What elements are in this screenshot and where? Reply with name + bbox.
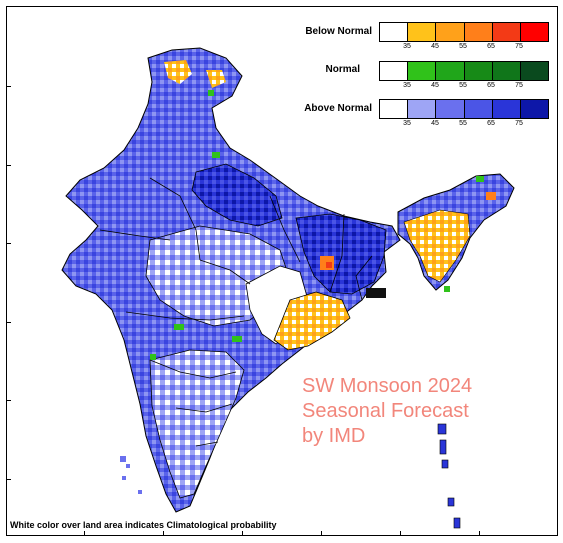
axis-tick [84,531,85,536]
normal-spot [232,336,242,342]
legend-tick: 65 [487,43,495,50]
legend-swatch [436,62,465,80]
north-below-normal [206,70,226,88]
legend-tick: 75 [515,43,523,50]
legend-tick: 35 [403,43,411,50]
legend-swatch [380,23,409,41]
state-boundaries [99,177,373,447]
legend-tick: 35 [403,82,411,89]
axis-tick [242,531,243,536]
legend-swatch [436,100,465,118]
legend-swatch [408,100,437,118]
caption-line: SW Monsoon 2024 [302,375,473,397]
axis-tick [6,322,11,323]
andaman-nicobar-islands [437,423,461,529]
legend-swatch [520,100,549,118]
legend-ticks-below-normal: 35 45 55 65 75 [379,43,547,53]
legend-tick: 65 [487,82,495,89]
legend-swatch [464,62,493,80]
normal-spot [476,176,484,182]
forecast-caption: SW Monsoon 2024 Seasonal Forecast by IMD [302,374,472,449]
sundarbans [366,288,386,298]
north-central-region [191,163,283,227]
legend-tick: 65 [487,120,495,127]
normal-spot [174,324,184,330]
legend-swatch [464,100,493,118]
normal-spot [212,152,220,158]
legend-tick: 45 [431,82,439,89]
legend-tick: 55 [459,120,467,127]
legend-tick: 45 [431,120,439,127]
axis-tick [6,86,11,87]
legend-swatch [520,62,549,80]
legend-swatch [380,62,409,80]
axis-tick [6,243,11,244]
northeast-below-normal [403,209,471,283]
legend-tick: 75 [515,120,523,127]
axis-tick [6,400,11,401]
legend-swatch [492,62,521,80]
legend-tick: 75 [515,82,523,89]
normal-spot [150,354,156,360]
footnote: White color over land area indicates Cli… [10,520,277,530]
legend-swatch [464,23,493,41]
legend-swatch [520,23,549,41]
legend-bar-above-normal [379,99,549,119]
axis-tick [163,531,164,536]
legend-label-normal: Normal [325,64,360,75]
axis-tick [6,479,11,480]
legend-bar-normal [379,61,549,81]
legend-ticks-above-normal: 35 45 55 65 75 [379,120,547,130]
legend-tick: 35 [403,120,411,127]
caption-line: Seasonal Forecast [302,400,469,422]
east-coast-below-normal [273,291,351,351]
north-below-normal [164,60,192,84]
legend-ticks-normal: 35 45 55 65 75 [379,82,547,92]
legend-tick: 45 [431,43,439,50]
legend-bar-below-normal [379,22,549,42]
axis-tick [6,165,11,166]
legend-swatch [408,62,437,80]
east-india-region [295,213,387,295]
legend-label-above-normal: Above Normal [304,103,372,114]
legend-swatch [380,100,409,118]
legend-swatch [436,23,465,41]
lakshadweep-islands [120,456,142,494]
northeast-below-normal-spot [486,192,496,200]
legend-swatch [492,23,521,41]
legend-tick: 55 [459,43,467,50]
south-peninsula-region [149,349,245,499]
legend-swatch [408,23,437,41]
axis-tick [400,531,401,536]
normal-spot [208,90,214,96]
axis-tick [321,531,322,536]
below-normal-spot [326,262,332,268]
normal-spot [444,286,450,292]
legend-tick: 55 [459,82,467,89]
axis-tick [479,531,480,536]
legend-swatch [492,100,521,118]
caption-line: by IMD [302,425,366,447]
legend-label-below-normal: Below Normal [305,26,372,37]
